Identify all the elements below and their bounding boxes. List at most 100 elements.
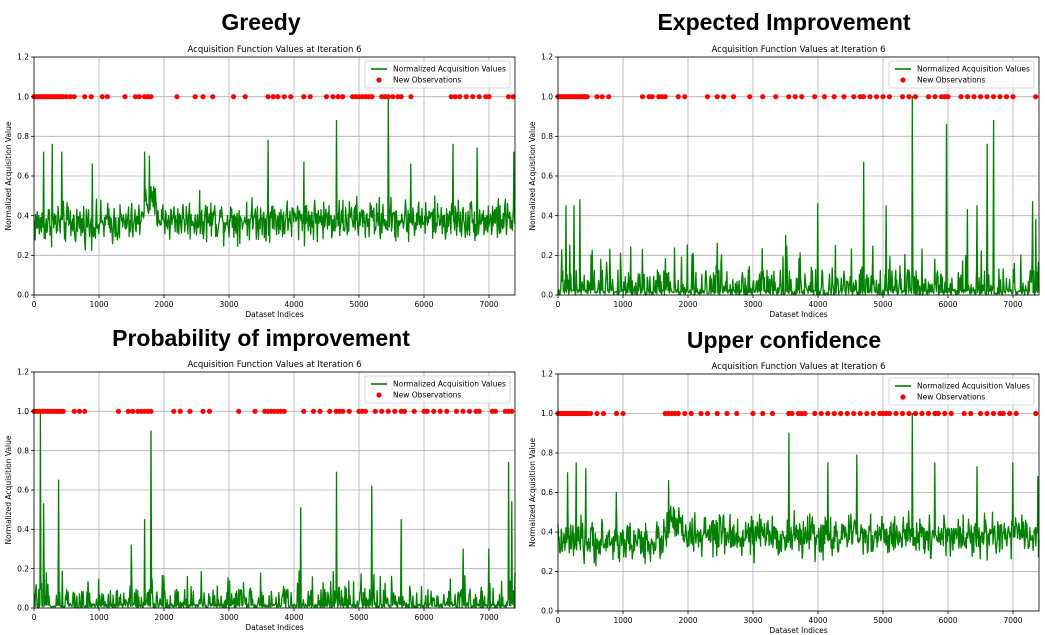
observation-point (961, 410, 967, 417)
y-tick-label: 0.0 (17, 291, 29, 300)
observation-point (613, 410, 620, 417)
observation-point (453, 408, 460, 414)
chart-panel-greedy: Greedy 0 1000 2000 3000 4000 5000 6000 7000 0.0 0… (0, 0, 522, 319)
observation-point (270, 94, 276, 100)
y-tick-label: 0.6 (541, 172, 553, 181)
observation-point (714, 410, 720, 417)
observation-point (187, 408, 193, 414)
x-tick-label: 2000 (154, 300, 173, 309)
observation-point (688, 410, 694, 417)
observation-point (281, 408, 287, 414)
y-axis-label: Normalized Acquisition Value (4, 435, 13, 544)
observation-point (230, 94, 237, 100)
observation-point (886, 410, 893, 417)
observation-point (786, 94, 792, 100)
observation-point (899, 94, 906, 100)
y-tick-label: 0.0 (541, 607, 553, 616)
y-tick-label: 0.2 (541, 567, 553, 576)
legend-label: New Observations (393, 76, 461, 85)
observation-point (704, 94, 711, 100)
observation-point (851, 410, 857, 417)
observation-point (509, 408, 515, 414)
observation-point (789, 410, 795, 417)
observation-point (463, 94, 469, 100)
observation-point (130, 408, 136, 414)
observation-point (385, 408, 391, 414)
observation-point (587, 410, 594, 417)
observation-point (925, 410, 932, 417)
observation-point (1033, 410, 1039, 417)
x-axis-label: Dataset Indices (769, 626, 827, 635)
observation-point (132, 94, 138, 100)
x-tick-label: 3000 (219, 300, 238, 309)
observation-point (584, 94, 590, 100)
legend-box (888, 377, 1035, 406)
observation-point (594, 410, 600, 417)
observation-point (880, 94, 886, 100)
chart-panel-expected-improvement: Expected Improvement 0 1000 2000 3000 4000 50… (523, 0, 1045, 319)
observation-point (971, 94, 977, 100)
y-tick-label: 0.4 (541, 528, 553, 537)
y-tick-label: 0.2 (541, 251, 553, 260)
observation-point (200, 408, 206, 414)
legend-label: New Observations (917, 76, 985, 85)
x-tick-label: 4000 (284, 300, 303, 309)
y-tick-label: 1.2 (541, 53, 553, 62)
observation-point (620, 410, 626, 417)
observation-point (301, 94, 307, 100)
legend-label: New Observations (393, 391, 461, 400)
observation-point (984, 410, 990, 417)
observation-point (649, 94, 655, 100)
y-tick-label: 1.0 (17, 92, 29, 101)
y-tick-label: 0.4 (17, 525, 29, 534)
observation-point (104, 94, 111, 100)
x-tick-label: 1000 (89, 300, 108, 309)
y-tick-label: 0.0 (541, 291, 553, 300)
legend-swatch-marker (900, 394, 906, 400)
y-tick-label: 0.2 (17, 251, 29, 260)
observation-point (1007, 410, 1013, 417)
observation-point (675, 410, 681, 417)
observation-point (242, 94, 248, 100)
observation-point (825, 410, 831, 417)
y-axis-label: Normalized Acquisition Value (4, 121, 13, 230)
x-tick-label: 2000 (678, 616, 697, 625)
legend-box (888, 60, 1035, 89)
x-tick-label: 5000 (873, 300, 892, 309)
x-tick-label: 6000 (414, 613, 433, 622)
observation-point (448, 94, 454, 100)
x-tick-label: 7000 (479, 300, 498, 309)
observation-point (122, 94, 128, 100)
observation-point (773, 94, 779, 100)
observation-point (252, 408, 258, 414)
observation-point (734, 410, 740, 417)
observation-point (750, 410, 756, 417)
x-tick-label: 3000 (743, 300, 762, 309)
observation-point (340, 94, 346, 100)
x-tick-label: 6000 (938, 300, 957, 309)
observation-point (76, 408, 83, 414)
observation-point (476, 94, 482, 100)
x-tick-label: 1000 (613, 300, 632, 309)
observation-point (831, 410, 837, 417)
observation-point (682, 410, 688, 417)
observation-point (851, 94, 857, 100)
observation-point (873, 94, 880, 100)
y-tick-label: 0.6 (17, 486, 29, 495)
x-tick-label: 4000 (284, 613, 303, 622)
observation-point (698, 410, 704, 417)
observation-point (385, 94, 391, 100)
chart-title: Acquisition Function Values at Iteration… (188, 45, 362, 55)
observation-point (99, 94, 105, 100)
observation-point (860, 94, 867, 100)
observation-point (662, 94, 668, 100)
legend-label: Normalized Acquisition Values (393, 380, 506, 389)
observation-point (288, 94, 294, 100)
observation-point (206, 408, 213, 414)
y-tick-label: 0.8 (541, 132, 553, 141)
observation-point (401, 408, 408, 414)
observation-point (457, 94, 463, 100)
x-tick-label: 0 (32, 613, 37, 622)
observation-point (317, 408, 323, 414)
observation-point (964, 94, 971, 100)
